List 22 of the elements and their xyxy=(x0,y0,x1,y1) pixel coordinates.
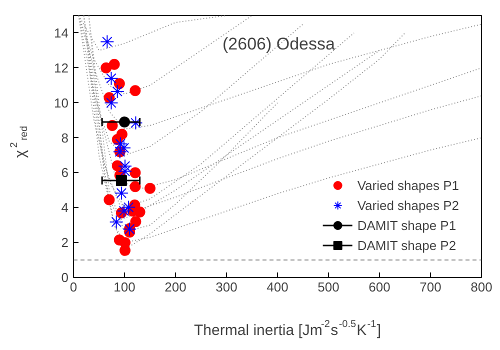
y-tick-label: 0 xyxy=(61,270,69,285)
y-tick-label: 8 xyxy=(61,130,69,146)
y-tick-label: 10 xyxy=(54,95,69,110)
y-tick-label: 6 xyxy=(61,165,69,180)
text: (2606) Odessa xyxy=(222,34,336,54)
y-axis-title: χ2red xyxy=(9,126,30,158)
y-tick-label: 12 xyxy=(54,60,69,76)
x-tick-label: 600 xyxy=(368,280,390,294)
y-tick-label: 14 xyxy=(54,25,69,40)
x-tick-label: 400 xyxy=(266,280,288,294)
y-tick-label: 2 xyxy=(61,235,69,250)
legend-label: Varied shapes P2 xyxy=(357,198,459,212)
x-tick-label: 500 xyxy=(318,280,340,294)
x-tick-label: 700 xyxy=(420,280,442,294)
legend-label: Varied shapes P1 xyxy=(357,178,459,192)
legend-label: DAMIT shape P1 xyxy=(357,218,456,232)
x-tick-label: 100 xyxy=(114,280,136,294)
legend-label: DAMIT shape P2 xyxy=(357,238,456,252)
x-tick-label: 800 xyxy=(470,280,492,294)
x-tick-label: 300 xyxy=(216,280,238,294)
y-tick-label: 4 xyxy=(61,200,69,216)
x-tick-label: 200 xyxy=(164,280,186,294)
